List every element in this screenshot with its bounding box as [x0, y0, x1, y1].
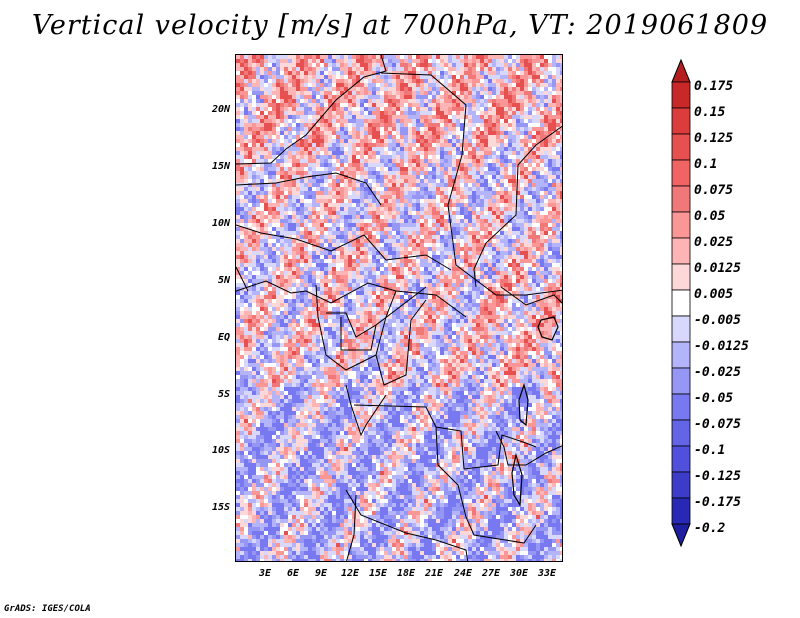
lake-outline [511, 452, 523, 507]
colorbar-segment [671, 237, 691, 265]
colorbar-segment [671, 471, 691, 499]
lon-label-30e: 30E [509, 568, 529, 579]
colorbar-segment [671, 445, 691, 473]
border-line [236, 266, 249, 292]
colorbar-label: -0.125 [694, 469, 741, 484]
colorbar-label: -0.175 [694, 495, 741, 510]
border-line [345, 489, 469, 561]
border-line [236, 55, 387, 165]
colorbar-label: 0.075 [694, 183, 734, 198]
border-line [500, 286, 562, 306]
border-line [236, 224, 452, 271]
colorbar-label: -0.05 [694, 391, 734, 406]
border-line [346, 494, 357, 561]
border-line [340, 317, 377, 351]
colorbar-label: -0.075 [694, 417, 741, 432]
colorbar-segment [671, 497, 691, 525]
grads-credit: GrADS: IGES/COLA [4, 604, 91, 614]
colorbar-label: 0.0125 [694, 261, 741, 276]
colorbar-segment [671, 393, 691, 421]
lon-label-15e: 15E [368, 568, 388, 579]
lat-label-5s: 5S [217, 389, 230, 400]
border-line [345, 384, 387, 437]
border-line [495, 430, 562, 466]
colorbar-label: -0.2 [694, 521, 726, 536]
colorbar-top-arrow [671, 58, 691, 83]
colorbar-label: 0.175 [694, 79, 734, 94]
lon-label-24e: 24E [453, 568, 473, 579]
colorbar-label: -0.005 [694, 313, 741, 328]
colorbar-label: -0.025 [694, 365, 741, 380]
border-line [375, 299, 427, 386]
border-line [236, 280, 467, 318]
border-line [435, 426, 537, 544]
chart-title: Vertical velocity [m/s] at 700hPa, VT: 2… [31, 10, 769, 41]
colorbar-label: 0.125 [694, 131, 734, 146]
colorbar-label: 0.05 [694, 209, 726, 224]
border-line [473, 125, 562, 288]
lat-label-20n: 20N [211, 104, 230, 115]
colorbar-segment [671, 419, 691, 447]
lon-label-6e: 6E [286, 568, 300, 579]
colorbar-segment [671, 159, 691, 187]
colorbar-segment [671, 185, 691, 213]
colorbar-bottom-arrow [671, 523, 691, 548]
colorbar-segment [671, 341, 691, 369]
border-line [326, 286, 427, 338]
colorbar-label: 0.025 [694, 235, 734, 250]
vertical-velocity-field [236, 55, 562, 561]
lat-label-15n: 15N [211, 161, 230, 172]
lon-label-12e: 12E [340, 568, 360, 579]
lat-label-eq: EQ [217, 332, 230, 343]
lat-label-10n: 10N [211, 218, 230, 229]
lon-label-9e: 9E [314, 568, 328, 579]
colorbar-label: -0.1 [694, 443, 726, 458]
colorbar-label: 0.1 [694, 157, 718, 172]
lat-label-5n: 5N [217, 275, 230, 286]
colorbar [671, 58, 691, 548]
colorbar-label: 0.005 [694, 287, 734, 302]
lat-label-15s: 15S [211, 502, 230, 513]
colorbar-segment [671, 263, 691, 291]
border-line [353, 404, 537, 470]
border-line [380, 72, 562, 296]
map-panel [235, 54, 563, 562]
lat-label-10s: 10S [211, 445, 230, 456]
lon-label-18e: 18E [396, 568, 416, 579]
colorbar-segment [671, 211, 691, 239]
velocity-shading [236, 55, 562, 561]
colorbar-segment [671, 367, 691, 395]
colorbar-segment [671, 81, 691, 109]
colorbar-segment [671, 289, 691, 317]
border-line [236, 172, 382, 206]
lon-label-3e: 3E [258, 568, 272, 579]
lake-outline [537, 316, 559, 341]
colorbar-segment [671, 315, 691, 343]
country-borders [236, 55, 562, 561]
colorbar-segment [671, 107, 691, 135]
colorbar-label: -0.0125 [694, 339, 749, 354]
lon-label-27e: 27E [481, 568, 501, 579]
lake-outline [518, 382, 529, 427]
colorbar-label: 0.15 [694, 105, 726, 120]
colorbar-segment [671, 133, 691, 161]
lon-label-21e: 21E [424, 568, 444, 579]
lon-label-33e: 33E [537, 568, 557, 579]
